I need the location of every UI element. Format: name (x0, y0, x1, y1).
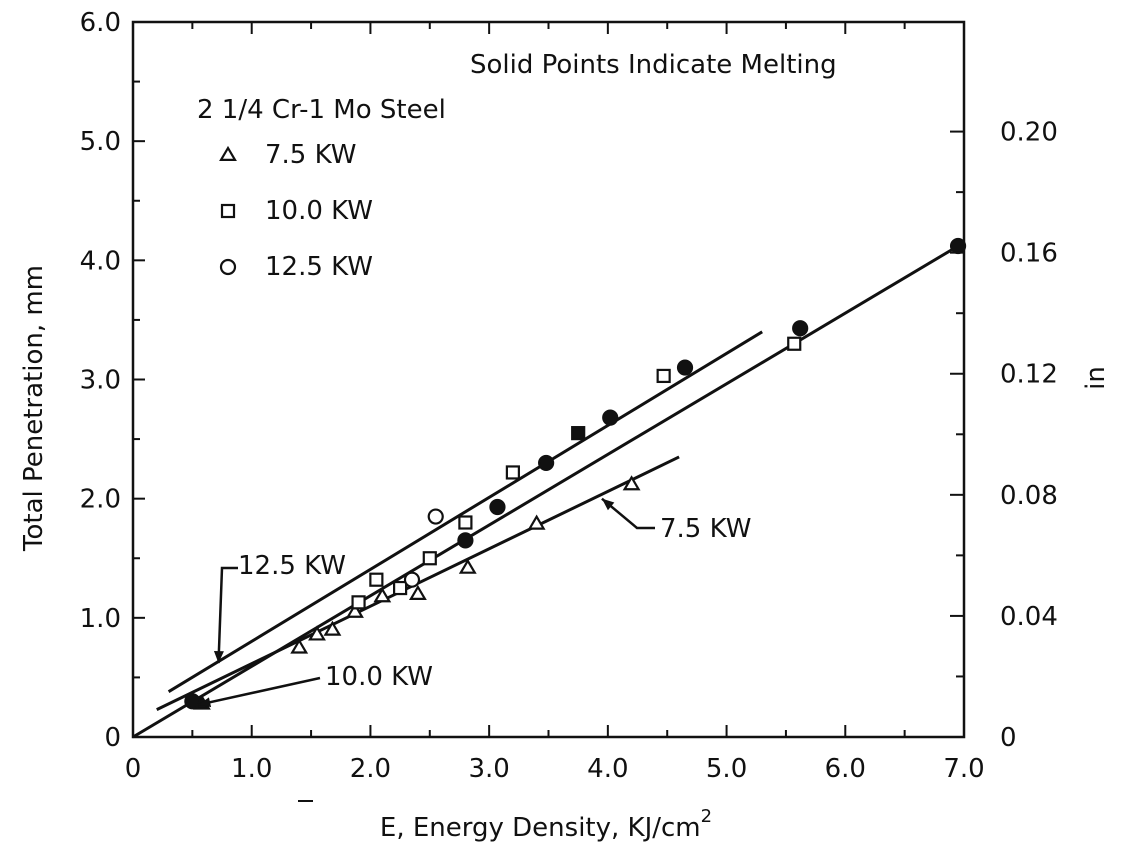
legend: 2 1/4 Cr-1 Mo Steel 7.5 KW 10.0 KW 12.5 KW (197, 95, 446, 282)
y2-axis-label: in (1081, 366, 1111, 390)
annotation-leader-7-5-kw (601, 497, 655, 530)
y-tick-label: 6.0 (80, 8, 121, 38)
annotation-label-10-0-kw: 10.0 KW (325, 662, 433, 692)
x-axis-label-text: E, Energy Density, KJ/cm (380, 813, 701, 843)
plot-border (131, 20, 966, 739)
annotation-leader-12-5-kw (217, 566, 238, 664)
fit-line-10-0-kw (132, 244, 959, 739)
legend-marker-10-0-kw (220, 203, 236, 219)
marker-7-5-kw (458, 558, 477, 574)
legend-title: 2 1/4 Cr-1 Mo Steel (197, 95, 446, 125)
marker-10-0-kw (571, 426, 586, 441)
legend-label-7-5-kw: 7.5 KW (265, 140, 356, 170)
fit-line-12-5-kw (167, 330, 763, 693)
x-tick-label: 3.0 (468, 754, 509, 784)
annotation-label-12-5-kw: 12.5 KW (238, 551, 346, 581)
x-tick-label: 6.0 (825, 754, 866, 784)
marker-7-5-kw (622, 475, 641, 491)
marker-10-0-kw (505, 465, 520, 480)
marker-12-5-kw (792, 320, 809, 337)
y2-tick-label: 0.20 (1000, 118, 1058, 148)
data-markers (184, 237, 967, 710)
y-tick-label: 0 (104, 723, 121, 753)
annotation-leader-10-0-kw (198, 676, 321, 707)
marker-7-5-kw (373, 587, 392, 603)
marker-10-0-kw (458, 515, 473, 530)
y-tick-label: 2.0 (80, 485, 121, 515)
y2-tick-label: 0.16 (1000, 239, 1058, 269)
annotation-arrowhead-12-5-kw (213, 650, 224, 664)
x-tick-label: 0 (125, 754, 142, 784)
marker-10-0-kw (351, 595, 366, 610)
marker-7-5-kw (290, 638, 309, 654)
fit-lines (132, 244, 959, 739)
y2-tick-label: 0 (1000, 723, 1017, 753)
y-tick-label: 3.0 (80, 366, 121, 396)
marker-7-5-kw (346, 602, 364, 618)
marker-12-5-kw (457, 532, 474, 549)
annotation-arrowhead-10-0-kw (198, 697, 212, 708)
marker-12-5-kw (538, 454, 555, 472)
x-tick-label: 1.0 (231, 754, 272, 784)
marker-12-5-kw (676, 359, 694, 376)
legend-label-10-0-kw: 10.0 KW (265, 196, 373, 226)
y-tick-label: 5.0 (80, 127, 121, 157)
x-tick-label: 2.0 (350, 754, 391, 784)
y-tick-label: 1.0 (80, 604, 121, 634)
x-tick-label: 5.0 (706, 754, 747, 784)
y2-tick-label: 0.04 (1000, 602, 1058, 632)
annotation-arrowhead-7-5-kw (601, 498, 615, 511)
axis-tick-labels: 0 1.0 2.0 3.0 4.0 5.0 6.0 7.0 0 1.0 2.0 3.0 4.0 5.0 6.… (80, 8, 1058, 784)
y2-tick-label: 0.08 (1000, 481, 1058, 511)
marker-10-0-kw (787, 336, 802, 351)
marker-7-5-kw (527, 514, 546, 530)
y2-tick-label: 0.12 (1000, 360, 1058, 390)
marker-12-5-kw (403, 571, 421, 588)
marker-10-0-kw (656, 368, 671, 384)
annotation-label-7-5-kw: 7.5 KW (660, 514, 751, 544)
x-tick-label: 4.0 (587, 754, 628, 784)
plot-frame (131, 20, 966, 739)
marker-12-5-kw (427, 508, 444, 525)
legend-marker-7-5-kw (219, 145, 237, 161)
marker-12-5-kw (949, 237, 967, 255)
y-tick-label: 4.0 (80, 246, 121, 276)
x-axis-label-superscript: 2 (701, 806, 712, 827)
melting-note: Solid Points Indicate Melting (470, 50, 837, 80)
marker-12-5-kw (184, 693, 201, 710)
marker-10-0-kw (422, 551, 437, 566)
marker-10-0-kw (369, 572, 384, 587)
line-annotations: 12.5 KW 10.0 KW 7.5 KW (198, 497, 751, 708)
marker-7-5-kw (308, 625, 326, 641)
marker-7-5-kw (323, 620, 342, 636)
marker-7-5-kw (408, 584, 427, 601)
y-axis-label: Total Penetration, mm (19, 265, 49, 552)
marker-12-5-kw (489, 498, 506, 516)
legend-marker-12-5-kw (219, 258, 237, 276)
x-axis-label: E, Energy Density, KJ/cm2 (380, 806, 712, 843)
marker-12-5-kw (602, 409, 619, 426)
legend-label-12-5-kw: 12.5 KW (265, 252, 373, 282)
axis-ticks (132, 21, 965, 738)
marker-10-0-kw (393, 580, 408, 596)
x-tick-label: 7.0 (943, 754, 984, 784)
